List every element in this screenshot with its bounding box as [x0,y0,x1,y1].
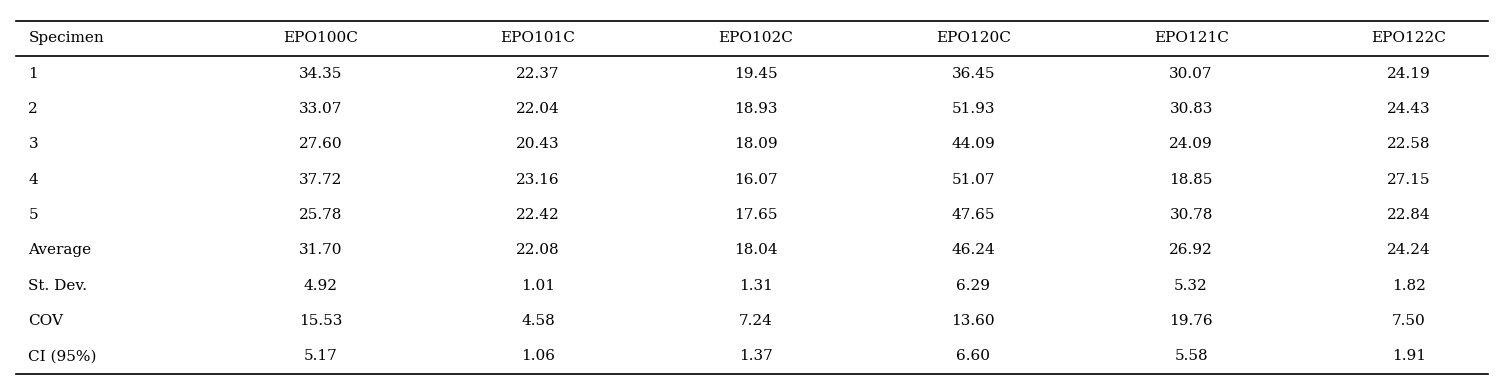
Text: EPO101C: EPO101C [501,31,576,45]
Text: 51.07: 51.07 [952,173,996,187]
Text: 1.82: 1.82 [1391,279,1426,293]
Text: 4: 4 [29,173,38,187]
Text: 24.09: 24.09 [1169,137,1214,151]
Text: St. Dev.: St. Dev. [29,279,87,293]
Text: 24.19: 24.19 [1387,67,1430,80]
Text: 18.85: 18.85 [1170,173,1212,187]
Text: EPO122C: EPO122C [1372,31,1447,45]
Text: 26.92: 26.92 [1169,243,1214,257]
Text: 44.09: 44.09 [952,137,996,151]
Text: 19.45: 19.45 [734,67,778,80]
Text: 6.29: 6.29 [957,279,991,293]
Text: 20.43: 20.43 [516,137,559,151]
Text: 47.65: 47.65 [952,208,996,222]
Text: Average: Average [29,243,92,257]
Text: 24.24: 24.24 [1387,243,1430,257]
Text: 30.78: 30.78 [1170,208,1212,222]
Text: 36.45: 36.45 [952,67,996,80]
Text: 6.60: 6.60 [957,349,991,363]
Text: 16.07: 16.07 [734,173,778,187]
Text: 7.50: 7.50 [1391,314,1426,328]
Text: Specimen: Specimen [29,31,104,45]
Text: 46.24: 46.24 [952,243,996,257]
Text: 5.58: 5.58 [1175,349,1208,363]
Text: EPO120C: EPO120C [935,31,1011,45]
Text: 3: 3 [29,137,38,151]
Text: 18.04: 18.04 [734,243,778,257]
Text: 1.06: 1.06 [520,349,555,363]
Text: 30.83: 30.83 [1170,102,1212,116]
Text: 4.92: 4.92 [304,279,337,293]
Text: 19.76: 19.76 [1169,314,1212,328]
Text: 51.93: 51.93 [952,102,996,116]
Text: 1.37: 1.37 [738,349,773,363]
Text: 1.31: 1.31 [738,279,773,293]
Text: EPO121C: EPO121C [1154,31,1229,45]
Text: 22.58: 22.58 [1387,137,1430,151]
Text: 7.24: 7.24 [738,314,773,328]
Text: 22.84: 22.84 [1387,208,1430,222]
Text: 18.09: 18.09 [734,137,778,151]
Text: 4.58: 4.58 [522,314,555,328]
Text: 1.91: 1.91 [1391,349,1426,363]
Text: 25.78: 25.78 [299,208,341,222]
Text: 5: 5 [29,208,38,222]
Text: 17.65: 17.65 [734,208,778,222]
Text: 34.35: 34.35 [299,67,341,80]
Text: 27.60: 27.60 [299,137,343,151]
Text: 30.07: 30.07 [1169,67,1212,80]
Text: CI (95%): CI (95%) [29,349,96,363]
Text: 27.15: 27.15 [1387,173,1430,187]
Text: EPO102C: EPO102C [719,31,793,45]
Text: 22.37: 22.37 [516,67,559,80]
Text: 13.60: 13.60 [952,314,996,328]
Text: 1: 1 [29,67,38,80]
Text: EPO100C: EPO100C [283,31,358,45]
Text: 1.01: 1.01 [520,279,555,293]
Text: 18.93: 18.93 [734,102,778,116]
Text: COV: COV [29,314,63,328]
Text: 5.32: 5.32 [1175,279,1208,293]
Text: 15.53: 15.53 [299,314,341,328]
Text: 22.42: 22.42 [516,208,559,222]
Text: 23.16: 23.16 [516,173,559,187]
Text: 22.04: 22.04 [516,102,559,116]
Text: 37.72: 37.72 [299,173,341,187]
Text: 24.43: 24.43 [1387,102,1430,116]
Text: 31.70: 31.70 [299,243,341,257]
Text: 2: 2 [29,102,38,116]
Text: 5.17: 5.17 [304,349,337,363]
Text: 22.08: 22.08 [516,243,559,257]
Text: 33.07: 33.07 [299,102,341,116]
